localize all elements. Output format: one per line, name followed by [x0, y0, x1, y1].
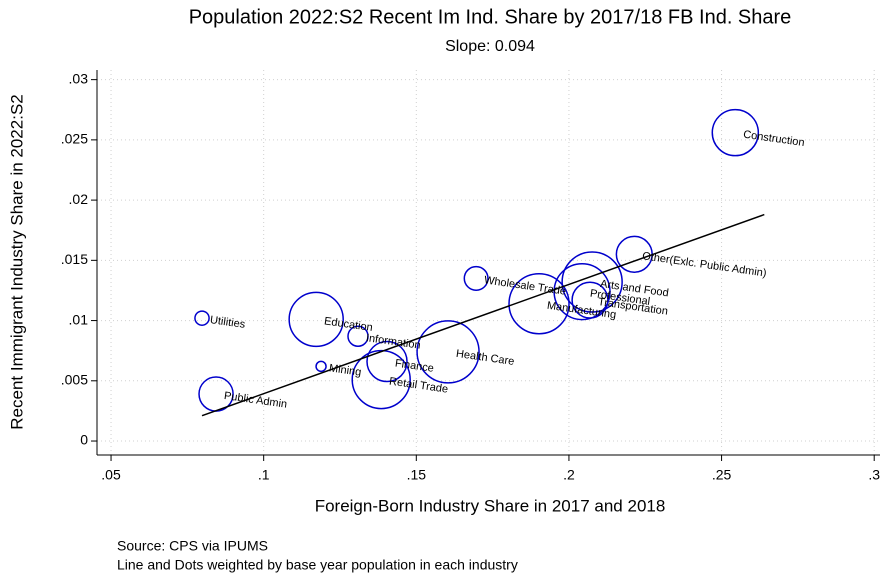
- x-tick-label: .3: [868, 467, 880, 483]
- bubble: [553, 262, 611, 321]
- point-label: Other(Exlc. Public Admin): [641, 250, 767, 279]
- fit-line: [201, 213, 765, 417]
- bubble: [561, 251, 623, 313]
- y-tick-label: .025: [61, 131, 88, 147]
- point-label: Mining: [328, 362, 362, 378]
- chart-subtitle: Slope: 0.094: [445, 38, 535, 55]
- point-label: Retail Trade: [388, 376, 448, 396]
- y-tick-label: .01: [69, 311, 89, 327]
- point-label: Information: [365, 332, 421, 352]
- y-tick-label: .03: [69, 70, 89, 86]
- bubble: [288, 291, 344, 348]
- note: Source: CPS via IPUMS: [117, 538, 268, 554]
- y-tick-label: 0: [80, 432, 88, 448]
- bubble: [711, 108, 760, 157]
- y-tick-label: .015: [61, 251, 88, 267]
- bubble: [315, 360, 327, 373]
- point-label: Education: [323, 315, 373, 334]
- bubble: [351, 349, 411, 410]
- bubble: [366, 340, 408, 383]
- y-tick-label: .02: [69, 191, 89, 207]
- point-label: Utilities: [209, 314, 246, 331]
- point-label: Public Admin: [223, 390, 288, 411]
- point-label: Finance: [394, 357, 434, 374]
- point-label: Construction: [742, 129, 805, 149]
- x-tick-label: .2: [563, 467, 575, 483]
- x-tick-label: .1: [258, 467, 270, 483]
- point-label: Health Care: [455, 348, 515, 368]
- x-axis-label: Foreign-Born Industry Share in 2017 and …: [315, 496, 666, 515]
- x-tick-label: .05: [101, 467, 121, 483]
- bubble: [194, 310, 210, 326]
- y-axis-label: Recent Immigrant Industry Share in 2022:…: [7, 94, 26, 429]
- bubble: [416, 320, 480, 384]
- bubble: [571, 281, 609, 319]
- note: Line and Dots weighted by base year popu…: [117, 557, 518, 573]
- bubble: [347, 325, 369, 347]
- y-tick-label: .005: [61, 371, 88, 387]
- x-tick-label: .15: [407, 467, 427, 483]
- bubble: [508, 272, 570, 335]
- x-tick-label: .25: [712, 467, 732, 483]
- bubble: [463, 265, 489, 291]
- chart-title: Population 2022:S2 Recent Im Ind. Share …: [189, 6, 792, 28]
